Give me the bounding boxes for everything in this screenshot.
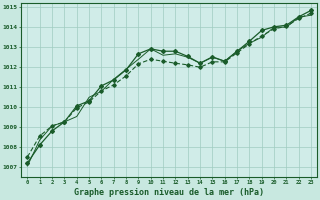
X-axis label: Graphe pression niveau de la mer (hPa): Graphe pression niveau de la mer (hPa) [74, 188, 264, 197]
